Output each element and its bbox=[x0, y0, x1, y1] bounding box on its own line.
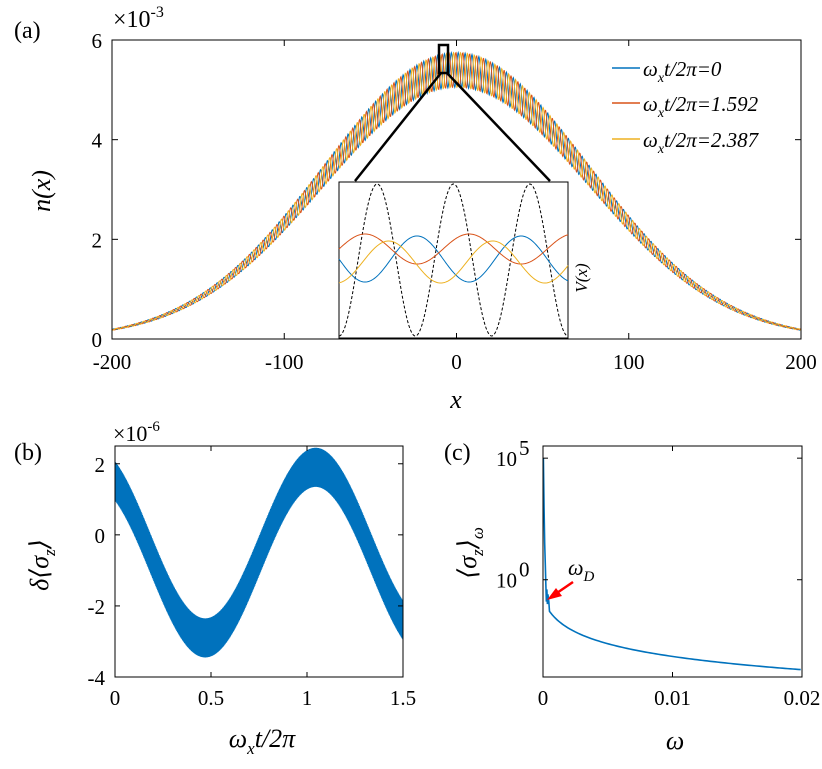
panel-a-y-exponent: ×10-3 bbox=[113, 4, 164, 33]
panel-b-axes-box bbox=[114, 445, 404, 678]
panel-b-xlabel: ωxt/2π bbox=[229, 724, 296, 758]
x-tick-label: 0 bbox=[538, 686, 549, 710]
x-tick-label: 0.5 bbox=[198, 686, 224, 710]
x-tick-label: 0 bbox=[110, 686, 121, 710]
y-tick-label: 10 bbox=[496, 569, 517, 593]
panel-a-ticks: -200 -100 0 100 200 0 2 4 6 bbox=[92, 29, 817, 374]
inset-potential bbox=[338, 183, 569, 337]
x-tick-label: 0.02 bbox=[784, 686, 821, 710]
panel-b-series-group bbox=[114, 447, 404, 658]
panel-a-zoom-line-left bbox=[354, 72, 442, 182]
y-tick-label: 10 bbox=[496, 447, 517, 471]
y-tick-label: 2 bbox=[95, 453, 106, 477]
panel-c-series-group bbox=[542, 458, 801, 671]
panel-a-ylabel: n(x) bbox=[27, 170, 56, 212]
y-tick-label: 0 bbox=[92, 328, 103, 352]
x-tick-label: 1 bbox=[302, 686, 313, 710]
panel-c-label: (c) bbox=[444, 440, 471, 466]
omega-d-annotation: ωD bbox=[568, 555, 595, 585]
panel-a-label: (a) bbox=[14, 18, 41, 44]
x-tick-label: 1.5 bbox=[390, 686, 416, 710]
y-tick-label: -2 bbox=[88, 595, 106, 619]
panel-a: (a) V(x) ×10-3 -200 -100 0 100 200 0 2 4 6 x n(x… bbox=[14, 4, 817, 414]
panel-a-zoom-box bbox=[437, 43, 450, 75]
legend-label-2: ωxt/2π=2.387 bbox=[643, 128, 760, 157]
inset-series-0 bbox=[338, 235, 569, 283]
x-tick-label: 200 bbox=[785, 350, 817, 374]
series-line-1 bbox=[111, 51, 802, 331]
y-tick-exponent: 0 bbox=[519, 558, 530, 582]
inset-box bbox=[338, 181, 569, 339]
panel-b-y-exponent: ×10-6 bbox=[113, 419, 160, 446]
panel-a-xlabel: x bbox=[449, 385, 462, 414]
panel-b-label: (b) bbox=[14, 440, 42, 466]
series-line-0 bbox=[114, 447, 404, 658]
series-line-0 bbox=[542, 458, 801, 671]
series-line-2 bbox=[112, 51, 802, 331]
y-tick-label: 4 bbox=[92, 129, 103, 153]
y-tick-label: 6 bbox=[92, 29, 103, 53]
y-tick-label: -4 bbox=[88, 666, 106, 690]
x-tick-label: -100 bbox=[265, 350, 304, 374]
panel-a-legend: ωxt/2π=0 ωxt/2π=1.592 ωxt/2π=2.387 bbox=[612, 57, 760, 157]
panel-a-zoom-line-right bbox=[446, 72, 551, 182]
panel-a-series-group bbox=[111, 50, 802, 331]
y-tick-exponent: 5 bbox=[519, 436, 530, 460]
series-line-0 bbox=[111, 50, 802, 331]
panel-b-ylabel: δ⟨σz⟩ bbox=[25, 539, 59, 591]
inset-series-2 bbox=[338, 240, 569, 284]
inset-series-1 bbox=[338, 233, 569, 265]
legend-label-0: ωxt/2π=0 bbox=[643, 57, 722, 86]
y-tick-label: 0 bbox=[95, 524, 106, 548]
inset-series-group bbox=[338, 183, 569, 337]
x-tick-label: -200 bbox=[93, 350, 132, 374]
omega-d-arrow-head bbox=[547, 588, 562, 600]
panel-c-xlabel: ω bbox=[666, 726, 684, 755]
panel-b-ticks: 0 0.5 1 1.5 -4 -2 0 2 bbox=[88, 446, 416, 710]
inset-ylabel: V(x) bbox=[572, 263, 591, 293]
panel-c-ylabel: ⟨σz⟩ω bbox=[453, 527, 487, 579]
legend-label-1: ωxt/2π=1.592 bbox=[643, 92, 759, 121]
y-tick-label: 2 bbox=[92, 228, 103, 252]
panel-b: (b) ×10-6 0 0.5 1 1.5 -4 -2 0 2 ωxt/2π δ⟨σz⟩ bbox=[14, 419, 416, 758]
x-tick-label: 0.01 bbox=[654, 686, 691, 710]
x-tick-label: 0 bbox=[451, 350, 462, 374]
panel-a-inset: V(x) bbox=[338, 181, 591, 339]
x-tick-label: 100 bbox=[613, 350, 645, 374]
